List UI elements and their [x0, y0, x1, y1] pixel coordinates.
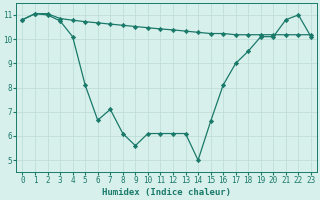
- X-axis label: Humidex (Indice chaleur): Humidex (Indice chaleur): [102, 188, 231, 197]
